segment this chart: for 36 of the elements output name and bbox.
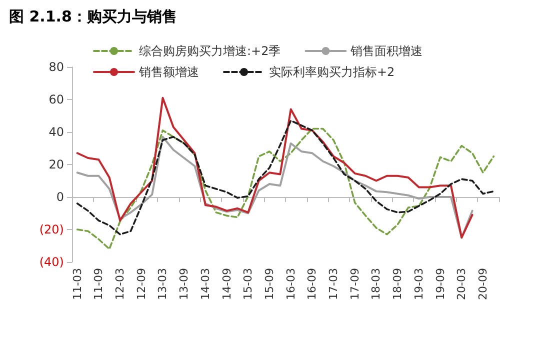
line-series	[76, 96, 474, 239]
y-tick-label: 0	[56, 190, 64, 204]
y-tick-label: 20	[48, 158, 64, 172]
y-tick-label: 40	[48, 125, 64, 139]
x-tick-label: 15-03	[242, 268, 255, 300]
x-tick-label: 14-09	[220, 268, 234, 300]
x-tick-label: 20-03	[455, 268, 468, 300]
x-tick-label: 20-09	[476, 268, 490, 300]
legend-label: 销售面积增速	[350, 44, 423, 58]
x-tick-label: 15-09	[262, 268, 276, 300]
x-tick-label: 12-03	[114, 268, 127, 300]
line-series	[76, 128, 495, 250]
y-tick-label: (20)	[39, 222, 64, 236]
x-tick-label: 16-09	[306, 268, 319, 300]
x-tick-label: 17-09	[348, 268, 362, 300]
x-tick-label: 13-03	[156, 268, 170, 300]
y-tick-label: 80	[48, 60, 64, 74]
x-tick-label: 18-03	[370, 268, 383, 300]
chart-title: 图 2.1.8：购买力与销售	[9, 8, 177, 26]
x-tick-label: 19-09	[434, 268, 447, 300]
x-tick-label: 14-03	[198, 268, 212, 300]
x-tick-label: 13-09	[178, 268, 191, 300]
x-tick-label: 18-09	[391, 268, 404, 300]
legend-label: 综合购房购买力增速:+2季	[139, 44, 281, 58]
line-series	[76, 136, 474, 239]
legend-label: 实际利率购买力指标+2	[269, 65, 395, 79]
x-tick-label: 12-09	[134, 268, 148, 300]
x-tick-label: 16-03	[284, 268, 298, 300]
x-tick-label: 11-09	[92, 268, 106, 300]
legend-label: 销售额增速	[138, 65, 199, 79]
x-tick-label: 19-03	[412, 268, 426, 300]
y-tick-label: (40)	[39, 255, 64, 269]
x-tick-label: 17-03	[327, 268, 340, 300]
x-tick-label: 11-03	[70, 268, 84, 300]
line-series	[76, 120, 495, 236]
y-tick-label: 60	[48, 92, 64, 106]
